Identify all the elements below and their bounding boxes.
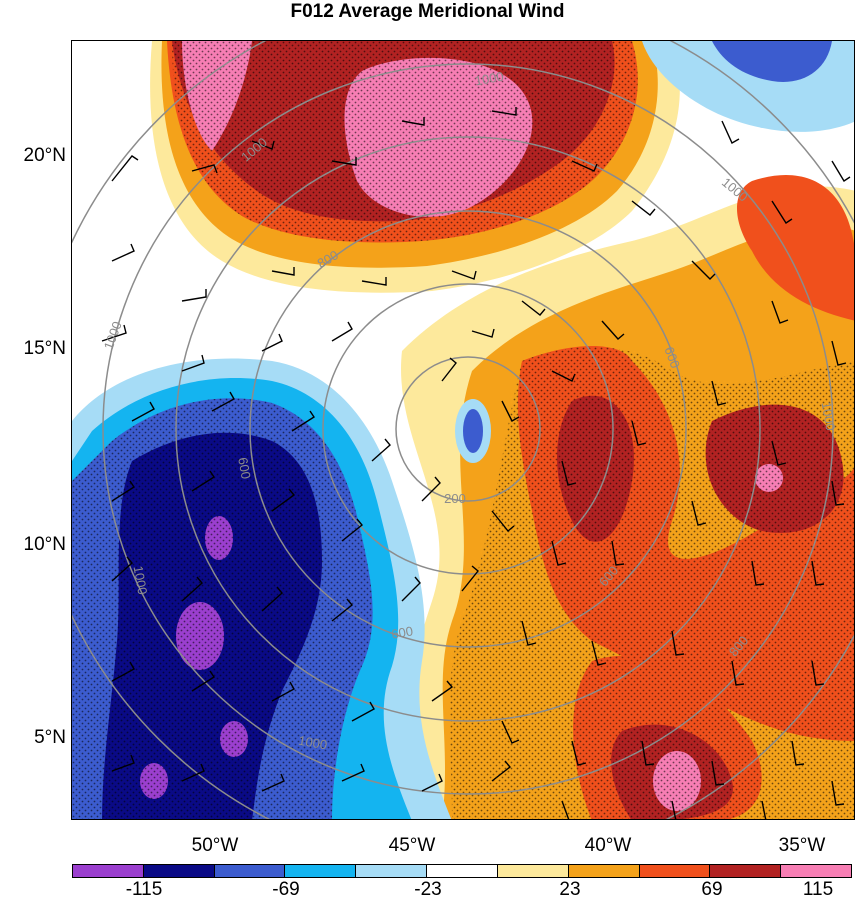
contour-label: 200 xyxy=(444,491,466,506)
contour-label: 600 xyxy=(235,456,254,480)
colorbar-swatch xyxy=(710,865,782,877)
lat-label-15n: 15°N xyxy=(23,338,66,359)
colorbar-swatch xyxy=(427,865,498,877)
wind-map: 1000 1000 1000 1000 1000 1000 1000 800 8… xyxy=(71,40,855,820)
colorbar-swatch xyxy=(214,865,286,877)
colorbar-swatch xyxy=(497,865,569,877)
colorbar-swatch xyxy=(73,865,144,877)
colorbar-swatch xyxy=(568,865,640,877)
colorbar-label: 69 xyxy=(701,879,723,900)
contour-label: 600 xyxy=(390,623,414,642)
colorbar-label: -115 xyxy=(125,879,163,900)
significance-stipple xyxy=(72,41,854,819)
colorbar-label: 23 xyxy=(559,879,581,900)
wind-barbs xyxy=(101,107,851,819)
contour-label: 1000 xyxy=(297,733,328,753)
field-center-positive xyxy=(422,403,442,443)
lat-label-10n: 10°N xyxy=(23,534,66,555)
lon-label-45w: 45°W xyxy=(388,835,436,856)
map-title: F012 Average Meridional Wind xyxy=(290,1,565,22)
lon-label-35w: 35°W xyxy=(778,835,826,856)
colorbar-swatch xyxy=(143,865,215,877)
lat-label-5n: 5°N xyxy=(34,727,66,748)
colorbar-swatch xyxy=(285,865,357,877)
range-rings xyxy=(72,41,854,819)
contour-label: 1000 xyxy=(131,565,151,596)
colorbar-swatch xyxy=(639,865,711,877)
colorbar-label: 115 xyxy=(802,879,834,900)
contour-label: 1000 xyxy=(819,401,839,432)
colorbar-label: -69 xyxy=(272,879,300,900)
field-positive-far-east xyxy=(737,175,854,321)
lon-label-40w: 40°W xyxy=(584,835,632,856)
colorbar-label: -23 xyxy=(414,879,442,900)
field-center-negative-inner xyxy=(463,409,483,453)
colorbar xyxy=(72,864,852,878)
map-canvas: 1000 1000 1000 1000 1000 1000 1000 800 8… xyxy=(72,41,854,819)
colorbar-swatch xyxy=(356,865,428,877)
contour-label: 1000 xyxy=(474,69,505,89)
field-moderate-negative-ne xyxy=(712,41,832,82)
lon-label-50w: 50°W xyxy=(191,835,239,856)
contour-label: 600 xyxy=(661,345,683,371)
colorbar-swatch xyxy=(781,865,851,877)
lat-label-20n: 20°N xyxy=(23,145,66,166)
